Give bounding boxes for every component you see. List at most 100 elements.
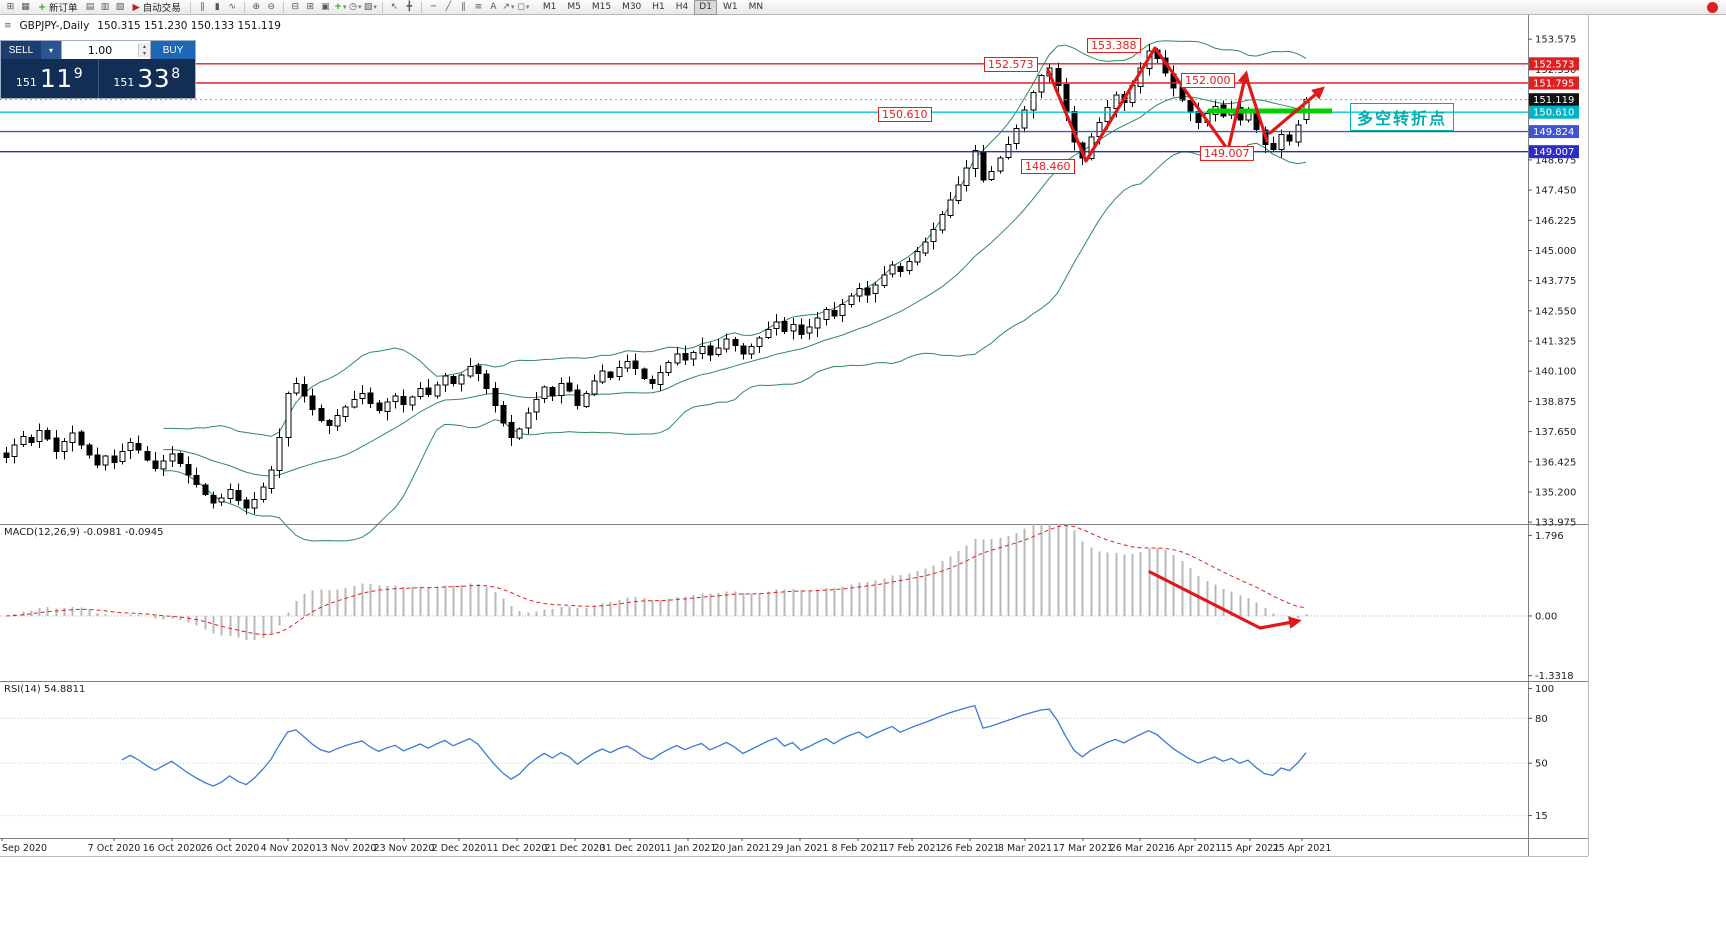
buy-button[interactable]: BUY xyxy=(151,41,195,59)
svg-text:21 Dec 2020: 21 Dec 2020 xyxy=(545,843,606,854)
fibonacci-icon[interactable]: ≡ xyxy=(474,1,483,12)
timeframe-m15[interactable]: M15 xyxy=(591,1,612,12)
svg-text:11 Jan 2021: 11 Jan 2021 xyxy=(660,843,717,854)
timeframe-mn[interactable]: MN xyxy=(748,1,764,12)
zoom-in-icon[interactable]: ⊕ xyxy=(252,1,261,12)
svg-text:143.775: 143.775 xyxy=(1535,276,1576,287)
text-tool-icon[interactable]: A xyxy=(490,1,497,12)
trend-arrow[interactable] xyxy=(1226,70,1251,152)
volume-up-button[interactable]: ▴ xyxy=(138,43,150,50)
axis-price-box xyxy=(1529,145,1579,159)
svg-text:100: 100 xyxy=(1535,684,1554,695)
toolbar-separator xyxy=(420,1,422,13)
charts-window-icon[interactable]: ⊞ xyxy=(6,1,15,12)
volume-dropdown-button[interactable]: ▾ xyxy=(41,41,61,59)
price-annotation-152.000[interactable]: 152.000 xyxy=(1181,73,1235,88)
record-indicator-icon xyxy=(1707,1,1718,13)
data-window-icon[interactable]: ▥ xyxy=(100,1,110,12)
price-annotation-149.007[interactable]: 149.007 xyxy=(1200,146,1254,161)
zigzag-line[interactable] xyxy=(1046,46,1230,163)
arrange-windows-icon[interactable]: ▣ xyxy=(321,1,330,12)
line-chart-icon[interactable]: ∿ xyxy=(228,1,237,12)
cascade-windows-icon[interactable]: ⊟ xyxy=(291,1,300,12)
symbol-info: ≡ GBPJPY-,Daily 150.315 151.230 150.133 … xyxy=(4,20,281,32)
svg-text:29 Jan 2021: 29 Jan 2021 xyxy=(772,843,829,854)
shapes-button[interactable]: ◻▾ xyxy=(517,1,530,12)
periods-button-caret[interactable]: ▾ xyxy=(357,2,362,11)
svg-text:8 Mar 2021: 8 Mar 2021 xyxy=(998,843,1052,854)
macd-histogram xyxy=(13,524,1308,640)
arrow-tool-icon[interactable]: ↗▾ xyxy=(502,1,515,12)
volume-input[interactable] xyxy=(62,42,138,58)
svg-text:141.325: 141.325 xyxy=(1535,337,1576,348)
svg-text:153.575: 153.575 xyxy=(1535,35,1576,46)
trendline-icon[interactable]: ╱ xyxy=(445,1,452,12)
tile-windows-icon[interactable]: ⊞ xyxy=(306,1,315,12)
bid-price[interactable]: 151 11 9 xyxy=(1,59,98,98)
timeframe-m5[interactable]: M5 xyxy=(567,1,581,12)
crosshair-icon[interactable]: ╋ xyxy=(406,1,413,12)
ask-price[interactable]: 151 33 8 xyxy=(97,59,196,98)
zoom-out-icon[interactable]: ⊖ xyxy=(267,1,276,12)
svg-text:26 Oct 2020: 26 Oct 2020 xyxy=(201,843,260,854)
price-scale[interactable]: 133.975 135.200 136.425 137.650 138.875 140.1… xyxy=(1528,35,1579,529)
candlestick-chart-icon[interactable]: ▮ xyxy=(214,1,220,12)
svg-text:133.975: 133.975 xyxy=(1535,518,1576,529)
price-annotation-152.573[interactable]: 152.573 xyxy=(984,57,1038,72)
trend-arrow[interactable] xyxy=(1148,570,1302,630)
zigzag-line[interactable] xyxy=(1244,74,1269,143)
volume-down-button[interactable]: ▾ xyxy=(138,50,150,57)
templates-button-caret[interactable]: ▾ xyxy=(373,2,377,11)
symbol-menu-icon[interactable]: ≡ xyxy=(4,21,12,31)
price-annotation-148.460[interactable]: 148.460 xyxy=(1021,159,1075,174)
timeframe-h1[interactable]: H1 xyxy=(652,1,665,12)
axis-price-box xyxy=(1529,125,1579,139)
shapes-button-caret[interactable]: ▾ xyxy=(525,2,530,11)
svg-text:7 Oct 2020: 7 Oct 2020 xyxy=(88,843,141,854)
macd-signal-line xyxy=(5,524,1307,636)
svg-text:135.200: 135.200 xyxy=(1535,487,1576,498)
axis-price-box xyxy=(1529,57,1579,71)
svg-text:148.675: 148.675 xyxy=(1535,155,1576,166)
indicators-button-caret[interactable]: ▾ xyxy=(342,2,347,11)
timeframe-m1[interactable]: M1 xyxy=(542,1,557,12)
periods-button[interactable]: ◷▾ xyxy=(349,1,362,12)
autotrading-button[interactable]: ▶ 自动交易 xyxy=(128,0,184,15)
date-axis[interactable]: Sep 2020 7 Oct 2020 16 Oct 2020 26 Oct 2020… xyxy=(1,838,1331,854)
ask-big-digits: 33 xyxy=(137,64,171,93)
svg-text:0.00: 0.00 xyxy=(1535,611,1557,622)
svg-text:152.573: 152.573 xyxy=(1533,59,1574,70)
svg-text:1.796: 1.796 xyxy=(1535,531,1564,542)
bar-chart-icon[interactable]: ∥ xyxy=(200,1,205,12)
cursor-icon[interactable]: ↖ xyxy=(390,1,399,12)
timeframe-w1[interactable]: W1 xyxy=(722,1,738,12)
sell-button[interactable]: SELL xyxy=(1,41,41,59)
bollinger-middle-band xyxy=(163,96,1307,477)
templates-button[interactable]: ▨▾ xyxy=(363,1,377,12)
timeframe-m30[interactable]: M30 xyxy=(622,1,642,12)
indicators-button[interactable]: +▾ xyxy=(334,1,347,12)
turning-point-label[interactable]: 多空转折点 xyxy=(1350,103,1455,131)
horizontal-line-icon[interactable]: ─ xyxy=(430,1,437,12)
bid-pip-digit: 9 xyxy=(73,66,83,82)
new-order-button[interactable]: + 新订单 xyxy=(34,0,81,15)
toolbar-separator xyxy=(189,1,191,13)
svg-text:145.000: 145.000 xyxy=(1535,246,1576,257)
profiles-icon[interactable]: ▦ xyxy=(21,1,30,12)
svg-text:16 Oct 2020: 16 Oct 2020 xyxy=(143,843,202,854)
timeframe-d1[interactable]: D1 xyxy=(694,0,717,15)
svg-text:146.225: 146.225 xyxy=(1535,216,1576,227)
arrow-tool-icon-caret[interactable]: ▾ xyxy=(510,2,515,11)
channel-icon[interactable]: ∥ xyxy=(461,1,466,12)
market-watch-icon[interactable]: ▤ xyxy=(85,1,95,12)
svg-text:23 Nov 2020: 23 Nov 2020 xyxy=(374,843,435,854)
price-annotation-153.388[interactable]: 153.388 xyxy=(1087,38,1141,53)
price-annotation-150.610[interactable]: 150.610 xyxy=(878,107,932,122)
timeframe-buttons: M1 M5 M15 M30 H1 H4 D1 W1 MN xyxy=(538,0,768,15)
trend-arrow[interactable] xyxy=(1268,86,1325,135)
navigator-icon[interactable]: ▧ xyxy=(115,1,125,12)
timeframe-h4[interactable]: H4 xyxy=(675,1,689,12)
toolbar-separator xyxy=(282,1,284,13)
